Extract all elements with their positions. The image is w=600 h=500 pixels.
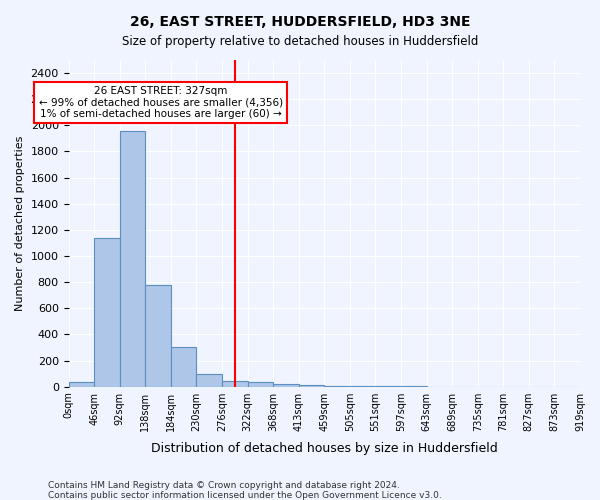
Bar <box>94 238 119 386</box>
Text: Contains public sector information licensed under the Open Government Licence v3: Contains public sector information licen… <box>48 491 442 500</box>
Bar <box>145 286 171 386</box>
Text: Contains HM Land Registry data © Crown copyright and database right 2024.: Contains HM Land Registry data © Crown c… <box>48 481 400 490</box>
Bar <box>222 381 248 386</box>
Text: 26 EAST STREET: 327sqm
← 99% of detached houses are smaller (4,356)
1% of semi-d: 26 EAST STREET: 327sqm ← 99% of detached… <box>38 86 283 120</box>
Bar <box>68 382 94 386</box>
Bar <box>171 348 196 387</box>
Text: Size of property relative to detached houses in Huddersfield: Size of property relative to detached ho… <box>122 35 478 48</box>
Bar <box>248 382 273 386</box>
Bar <box>273 384 299 386</box>
Text: 26, EAST STREET, HUDDERSFIELD, HD3 3NE: 26, EAST STREET, HUDDERSFIELD, HD3 3NE <box>130 15 470 29</box>
X-axis label: Distribution of detached houses by size in Huddersfield: Distribution of detached houses by size … <box>151 442 497 455</box>
Bar <box>299 385 324 386</box>
Bar <box>119 130 145 386</box>
Y-axis label: Number of detached properties: Number of detached properties <box>15 136 25 311</box>
Bar <box>196 374 222 386</box>
